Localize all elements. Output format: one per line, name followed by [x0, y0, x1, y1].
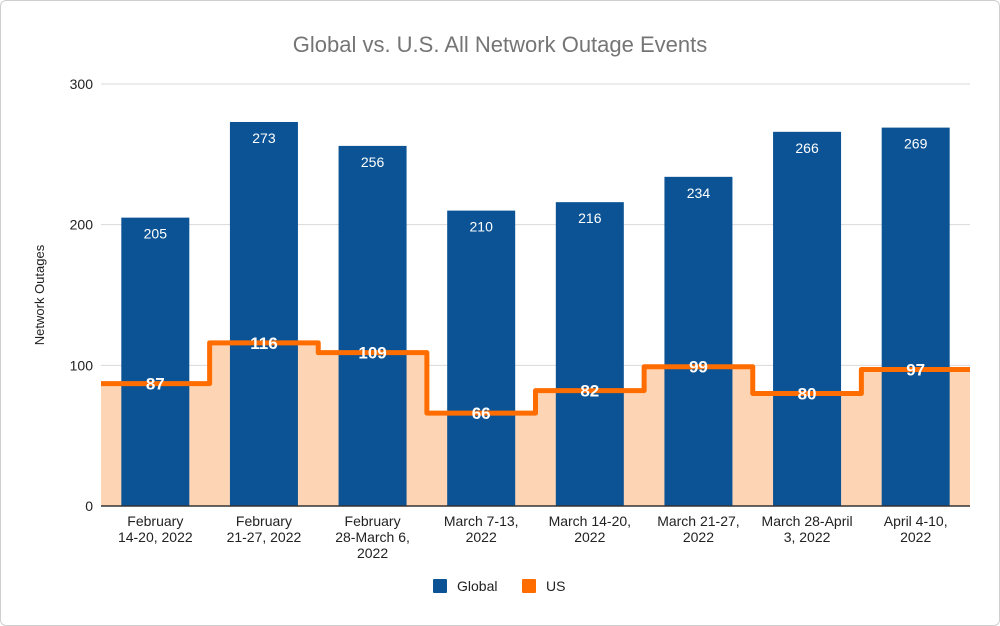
x-tick-label: 2022 — [357, 545, 388, 561]
data-label-global: 266 — [795, 140, 819, 156]
data-label-us: 66 — [472, 404, 491, 423]
chart-title: Global vs. U.S. All Network Outage Event… — [293, 32, 708, 57]
us-line — [101, 340, 970, 416]
data-label-global: 234 — [687, 185, 711, 201]
bar-global — [773, 131, 842, 506]
y-axis-label: Network Outages — [32, 244, 47, 345]
data-label-global: 269 — [904, 136, 928, 152]
x-tick-label: February — [345, 513, 401, 529]
bar-global — [664, 176, 733, 506]
x-tick-label: 2022 — [683, 529, 714, 545]
bar-global — [229, 121, 298, 506]
data-label-global: 205 — [144, 226, 168, 242]
data-label-us: 80 — [798, 384, 817, 403]
x-tick-label: 2022 — [574, 529, 605, 545]
data-label-global: 256 — [361, 154, 385, 170]
data-label-global: 273 — [252, 130, 276, 146]
legend-label-us: US — [546, 578, 565, 594]
data-label-us: 87 — [146, 375, 165, 394]
y-tick-label: 0 — [85, 498, 93, 514]
legend-swatch-global — [433, 579, 447, 593]
x-tick-label: 2022 — [466, 529, 497, 545]
y-tick-label: 300 — [70, 76, 94, 92]
bar-global — [338, 145, 407, 507]
x-tick-label: 14-20, 2022 — [118, 529, 193, 545]
x-tick-label: March 14-20, — [549, 513, 631, 529]
bar-global — [447, 210, 516, 506]
legend-label-global: Global — [457, 578, 497, 594]
data-label-us: 109 — [358, 344, 386, 363]
x-tick-label: February — [236, 513, 292, 529]
bar-global — [555, 202, 624, 506]
y-tick-label: 100 — [70, 357, 94, 373]
x-tick-label: 21-27, 2022 — [227, 529, 302, 545]
x-tick-label: April 4-10, — [884, 513, 948, 529]
bar-global — [121, 217, 190, 506]
data-label-global: 216 — [578, 210, 602, 226]
x-tick-label: March 28-April — [762, 513, 853, 529]
data-label-global: 210 — [470, 219, 494, 235]
x-tick-label: February — [127, 513, 183, 529]
data-label-us: 99 — [689, 358, 708, 377]
legend-swatch-us — [522, 579, 536, 593]
x-tick-label: March 21-27, — [657, 513, 739, 529]
x-tick-label: 3, 2022 — [784, 529, 831, 545]
x-tick-label: 28-March 6, — [335, 529, 410, 545]
bar-global — [881, 127, 950, 507]
x-tick-label: March 7-13, — [444, 513, 519, 529]
x-tick-label: 2022 — [900, 529, 931, 545]
data-label-us: 97 — [906, 361, 925, 380]
data-label-us: 82 — [580, 382, 599, 401]
data-label-us: 116 — [250, 334, 277, 353]
y-tick-label: 200 — [70, 217, 94, 233]
